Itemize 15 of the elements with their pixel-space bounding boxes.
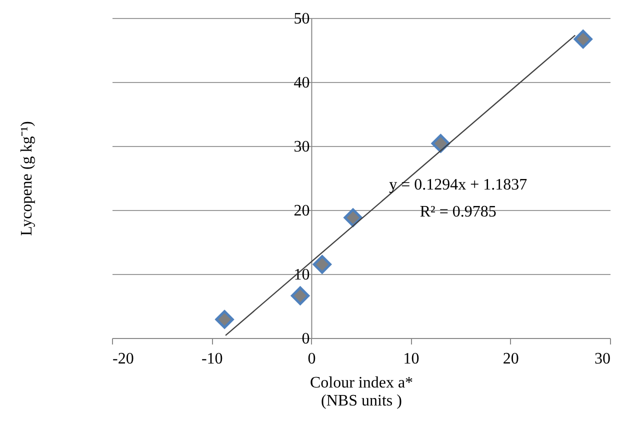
y-tick-label: 10 [294,266,310,284]
x-tick-label: 20 [502,350,519,368]
x-axis-title: Colour index a* (NBS units ) [310,374,414,410]
x-tick-label: -10 [201,350,223,368]
x-tick-label: 30 [594,350,610,368]
annotation: R² = 0.9785 [420,204,496,221]
y-tick-label: 0 [302,330,310,348]
y-tick-label: 30 [294,138,310,156]
y-tick-label: 20 [294,202,310,220]
y-axis-title: Lycopene (g kg⁻¹) [18,121,36,236]
y-tick-label: 40 [294,74,310,92]
y-tick-label: 50 [294,10,310,28]
x-tick-label: -20 [112,350,134,368]
x-tick-label: 10 [403,350,420,368]
annotation: y = 0.1294x + 1.1837 [389,176,528,194]
